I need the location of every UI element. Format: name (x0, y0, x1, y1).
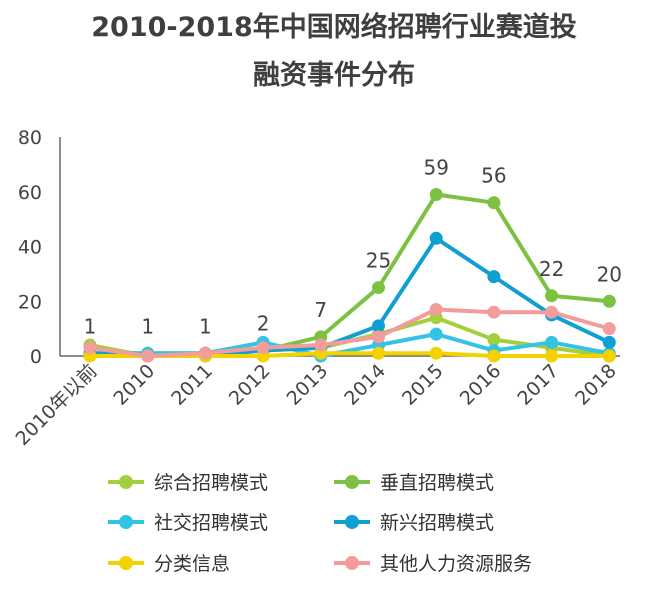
series-point (198, 346, 212, 360)
series-point (487, 196, 501, 210)
data-label: 1 (84, 314, 97, 338)
series-point (372, 281, 385, 295)
data-label: 20 (597, 262, 622, 286)
x-tick-label: 2014 (340, 360, 390, 410)
x-tick-label: 2018 (571, 360, 621, 410)
legend-swatch-marker (119, 556, 133, 570)
legend-label: 其他人力资源服务 (380, 553, 532, 575)
x-tick-label: 2015 (398, 360, 448, 410)
legend-label: 新兴招聘模式 (380, 512, 494, 534)
series-point (602, 322, 616, 336)
y-tick-label: 40 (18, 237, 42, 259)
y-tick-label: 60 (18, 182, 42, 204)
legend-swatch-marker (119, 475, 133, 489)
series-line (88, 307, 612, 358)
data-label: 1 (199, 314, 212, 338)
y-axis-ticks: 0 20 40 60 80 (18, 127, 42, 368)
series-point (602, 349, 616, 363)
x-tick-label: 2010年以前 (11, 360, 101, 450)
series-point (256, 341, 270, 355)
x-tick-label: 2013 (283, 360, 333, 410)
series-line (88, 192, 612, 356)
series-point (487, 305, 501, 319)
x-tick-label: 2010 (109, 360, 159, 410)
series-point (429, 231, 443, 245)
series-point (545, 289, 559, 303)
chart-title-line-1: 2010-2018年中国网络招聘行业赛道投 (91, 11, 577, 43)
legend-item: 分类信息 (108, 553, 230, 575)
legend-item: 综合招聘模式 (108, 472, 268, 494)
x-tick-label: 2011 (167, 360, 217, 410)
series-line (88, 236, 612, 358)
series-group (83, 302, 616, 363)
data-label: 56 (481, 164, 506, 188)
series-point (545, 349, 559, 363)
series-point (429, 187, 443, 201)
series-point (372, 319, 385, 333)
legend-label: 分类信息 (154, 553, 230, 575)
series-point (429, 346, 443, 360)
chart-title-line-2: 融资事件分布 (253, 60, 415, 91)
data-label: 59 (423, 155, 448, 179)
legend-item: 新兴招聘模式 (334, 512, 494, 534)
legend-label: 综合招聘模式 (154, 472, 268, 494)
series-point (487, 270, 501, 284)
series-point (141, 349, 155, 363)
series-point (487, 333, 501, 347)
series-point (429, 327, 443, 341)
data-label: 22 (539, 257, 564, 281)
series-point (372, 330, 385, 344)
data-label: 25 (366, 249, 391, 273)
data-label: 1 (141, 314, 154, 338)
legend-swatch-marker (119, 515, 133, 529)
series-point (602, 335, 616, 349)
series-layer (83, 187, 616, 363)
series-point (602, 294, 616, 308)
legend-item: 其他人力资源服务 (334, 553, 532, 575)
legend-swatch-marker (345, 515, 359, 529)
y-tick-label: 20 (18, 291, 42, 313)
y-tick-label: 80 (18, 127, 42, 149)
x-tick-label: 2016 (456, 360, 506, 410)
legend-swatch-marker (345, 556, 359, 570)
series-point (314, 338, 328, 352)
series-point (545, 305, 559, 319)
legend-swatch-marker (345, 475, 359, 489)
data-label: 2 (257, 312, 270, 336)
legend-label: 社交招聘模式 (154, 512, 268, 534)
series-point (487, 349, 501, 363)
series-point (545, 335, 559, 349)
data-labels: 1 1 1 2 7 25 59 56 22 20 (84, 155, 622, 338)
x-tick-label: 2012 (225, 360, 275, 410)
legend-item: 社交招聘模式 (108, 512, 268, 534)
series-group (83, 187, 616, 360)
x-axis-ticks: 2010年以前 2010 2011 2012 2013 2014 2015 2016 2017 2… (11, 360, 620, 450)
legend-label: 垂直招聘模式 (380, 472, 494, 494)
series-point (429, 302, 443, 316)
data-label: 7 (314, 298, 327, 322)
x-tick-label: 2017 (513, 360, 563, 410)
legend-item: 垂直招聘模式 (334, 472, 494, 494)
y-tick-label: 0 (30, 346, 42, 368)
series-point (83, 341, 97, 355)
series-point (372, 346, 385, 360)
